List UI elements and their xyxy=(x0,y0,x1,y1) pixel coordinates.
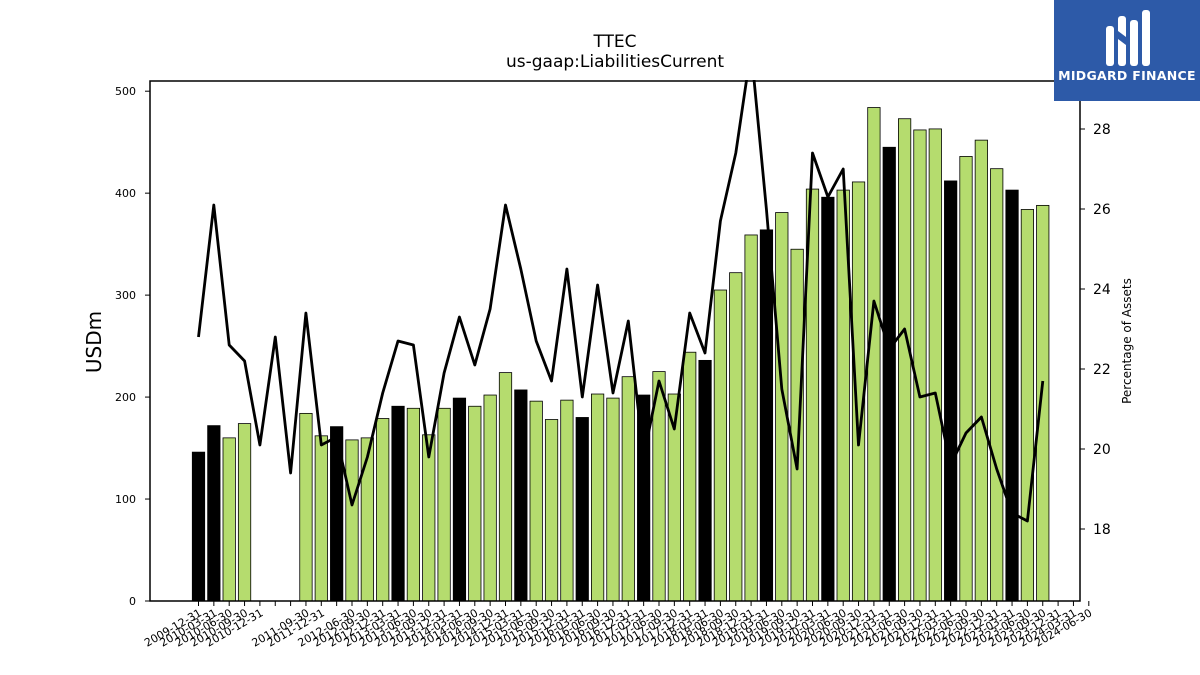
y-tick-label: 200 xyxy=(115,391,136,404)
bar xyxy=(222,437,236,602)
y-tick-label: 0 xyxy=(129,595,136,608)
midgard-finance-logo-icon xyxy=(1106,10,1150,66)
bar-series xyxy=(191,107,1050,602)
y2-tick-label: 28 xyxy=(1093,122,1111,138)
bar xyxy=(882,146,896,602)
bar xyxy=(345,439,359,602)
bar xyxy=(560,399,574,602)
bar xyxy=(928,128,942,602)
bar xyxy=(974,139,988,602)
chart-title: TTEC xyxy=(593,32,637,52)
y2-tick-label: 26 xyxy=(1093,202,1111,218)
bar xyxy=(621,376,635,602)
y-tick-label: 100 xyxy=(115,493,136,506)
bar xyxy=(391,405,405,602)
bar xyxy=(990,168,1004,602)
bar xyxy=(898,118,912,602)
bar xyxy=(514,389,528,602)
y2-tick-label: 18 xyxy=(1093,522,1111,538)
bar xyxy=(437,407,451,602)
bar xyxy=(591,393,605,602)
bar xyxy=(468,405,482,602)
bar xyxy=(959,156,973,602)
bar xyxy=(498,372,513,602)
bar xyxy=(299,412,313,602)
chart-subtitle: us-gaap:LiabilitiesCurrent xyxy=(505,52,725,72)
bar xyxy=(452,397,467,602)
bar xyxy=(191,451,206,602)
bar xyxy=(683,351,697,602)
right-axis: 18 20 22 24 26 28 xyxy=(1080,122,1111,538)
percentage-of-assets-line xyxy=(197,80,1045,523)
bar xyxy=(529,400,543,602)
y2-tick-label: 20 xyxy=(1093,442,1111,458)
bar xyxy=(207,425,221,602)
bar xyxy=(544,419,559,602)
y2-tick-label: 24 xyxy=(1093,282,1111,298)
plot-frame xyxy=(149,80,1081,602)
y2-axis-label: Percentage of Assets xyxy=(1120,278,1134,404)
logo-text: MIDGARD FINANCE xyxy=(1058,68,1196,83)
bar xyxy=(314,435,328,602)
bar xyxy=(729,272,743,602)
bar xyxy=(575,417,589,602)
bar xyxy=(713,289,728,602)
y-tick-label: 300 xyxy=(115,289,136,302)
bar xyxy=(406,407,421,602)
bar xyxy=(422,434,436,602)
bar xyxy=(483,394,497,602)
x-axis: 2009-12-312010-03-312010-06-302010-09-30… xyxy=(142,601,1094,650)
y-axis-label: USDm xyxy=(82,311,106,373)
bar xyxy=(360,437,374,602)
bar xyxy=(913,129,927,602)
bar xyxy=(698,359,712,602)
line-series xyxy=(197,80,1045,523)
bar xyxy=(790,248,804,602)
y2-tick-label: 22 xyxy=(1093,362,1111,378)
y-tick-label: 500 xyxy=(115,85,136,98)
bar xyxy=(759,229,774,602)
bar xyxy=(944,180,958,602)
left-axis: 0 100 200 300 400 500 xyxy=(115,85,150,608)
bar xyxy=(376,418,390,602)
midgard-finance-logo: MIDGARD FINANCE xyxy=(1054,0,1200,101)
bar xyxy=(237,423,252,602)
bar xyxy=(606,397,620,602)
bar xyxy=(821,196,835,602)
y-tick-label: 400 xyxy=(115,187,136,200)
bar xyxy=(1020,209,1035,602)
bar xyxy=(744,234,758,602)
bar xyxy=(1036,204,1050,602)
bar xyxy=(1005,189,1019,602)
